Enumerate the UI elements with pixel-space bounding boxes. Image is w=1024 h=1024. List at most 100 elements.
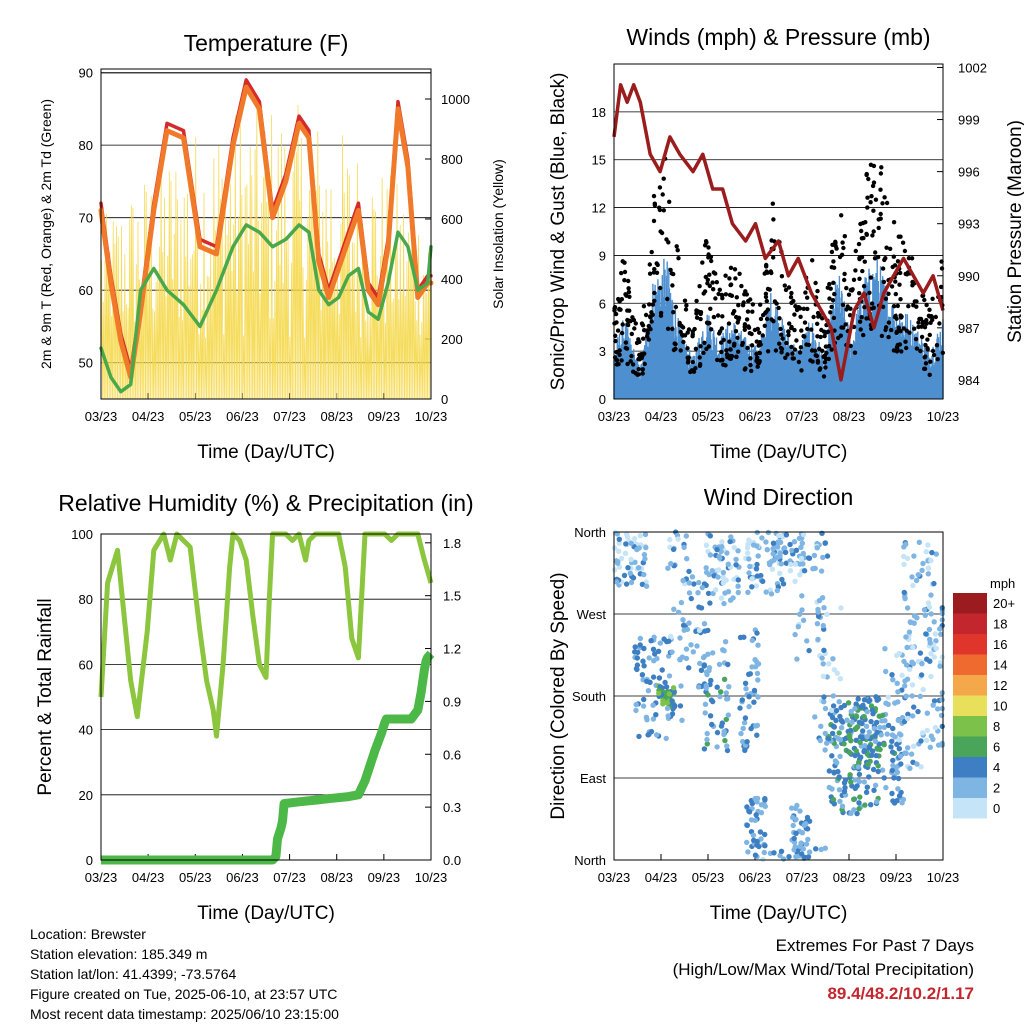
winds-xtick-label: 08/23 [833, 409, 866, 424]
gust-point [708, 306, 713, 311]
gust-point [785, 352, 790, 357]
gust-point [704, 346, 709, 352]
direction-point [904, 676, 911, 682]
gust-point [767, 287, 772, 292]
gust-point [830, 298, 836, 303]
direction-point [666, 638, 672, 644]
gust-point [803, 290, 808, 295]
gust-point [872, 256, 878, 261]
direction-point [634, 662, 641, 668]
gust-point [889, 284, 895, 289]
direction-point [822, 845, 828, 851]
gust-point [938, 284, 944, 290]
direction-point [863, 723, 870, 729]
winds-y2tick-label: 990 [958, 269, 980, 284]
direction-point [854, 724, 860, 731]
direction-point [829, 753, 835, 759]
direction-point [894, 769, 901, 775]
direction-xtick-label: 06/23 [739, 870, 772, 885]
direction-point [837, 676, 843, 682]
speed-legend-label: 20+ [993, 596, 1015, 611]
temperature-ytick-label: 80 [79, 138, 93, 153]
gust-point [730, 311, 736, 316]
direction-point [690, 649, 696, 655]
direction-point [834, 670, 840, 676]
gust-point [879, 333, 885, 339]
direction-point [648, 638, 654, 644]
winds-ytick-label: 6 [599, 296, 606, 311]
direction-point [826, 661, 832, 667]
gust-point [651, 193, 657, 199]
gust-point [614, 362, 619, 367]
temperature-ylabel: 2m & 9m T (Red, Orange) & 2m Td (Green) [38, 99, 54, 369]
direction-point [718, 548, 724, 555]
gust-point [763, 294, 769, 300]
gust-point [634, 340, 640, 346]
gust-point [779, 346, 785, 352]
direction-point [792, 561, 798, 567]
direction-point [616, 540, 622, 546]
direction-point [866, 698, 872, 704]
direction-point [845, 700, 852, 706]
direction-point [746, 809, 753, 815]
direction-point [636, 565, 642, 571]
gust-point [792, 312, 797, 317]
direction-point [892, 700, 898, 706]
direction-point [909, 693, 915, 699]
direction-point [703, 542, 710, 548]
gust-point [672, 341, 677, 346]
direction-point [799, 830, 806, 836]
gust-point [717, 331, 722, 336]
direction-point [839, 803, 846, 809]
direction-point [725, 661, 731, 668]
direction-point [641, 551, 648, 558]
direction-point [939, 740, 945, 747]
direction-point [708, 677, 714, 684]
gust-point [894, 330, 899, 335]
direction-point [939, 617, 945, 623]
direction-point [806, 818, 813, 824]
direction-point [868, 802, 874, 808]
gust-point [796, 359, 802, 365]
direction-point [754, 842, 760, 848]
gust-point [620, 322, 625, 327]
humidity-xtick-label: 09/23 [368, 870, 401, 885]
gust-point [822, 353, 828, 358]
direction-point [939, 697, 945, 703]
gust-point [928, 359, 933, 364]
direction-point [899, 714, 906, 721]
direction-point [770, 540, 777, 546]
speed-legend-label: 0 [993, 801, 1000, 816]
gust-point [678, 348, 683, 353]
direction-point [786, 854, 792, 860]
direction-point [747, 671, 753, 677]
gust-point [798, 345, 804, 350]
direction-point [794, 656, 800, 662]
gust-point [924, 302, 929, 308]
gust-point [705, 277, 710, 282]
direction-point [937, 626, 943, 632]
direction-point [799, 540, 805, 546]
direction-point [719, 539, 725, 545]
direction-point [853, 713, 860, 720]
direction-point [623, 541, 629, 547]
direction-point [755, 642, 761, 648]
gust-point [886, 334, 891, 340]
direction-ytick-label: North [574, 525, 606, 540]
gust-point [880, 201, 885, 206]
gust-point [704, 320, 710, 325]
direction-point [655, 648, 662, 654]
humidity-y2tick-label: 1.8 [443, 536, 461, 551]
direction-point [819, 655, 825, 661]
dewpoint-series [99, 223, 433, 394]
direction-point [758, 836, 764, 842]
direction-point [830, 703, 837, 709]
direction-point [790, 814, 796, 821]
temperature-y2tick-label: 400 [441, 272, 463, 287]
direction-point [702, 710, 708, 716]
direction-point [883, 668, 889, 675]
direction-point [833, 717, 839, 724]
direction-point [642, 556, 648, 562]
direction-point [724, 743, 730, 749]
speed-legend-swatch [953, 675, 987, 696]
